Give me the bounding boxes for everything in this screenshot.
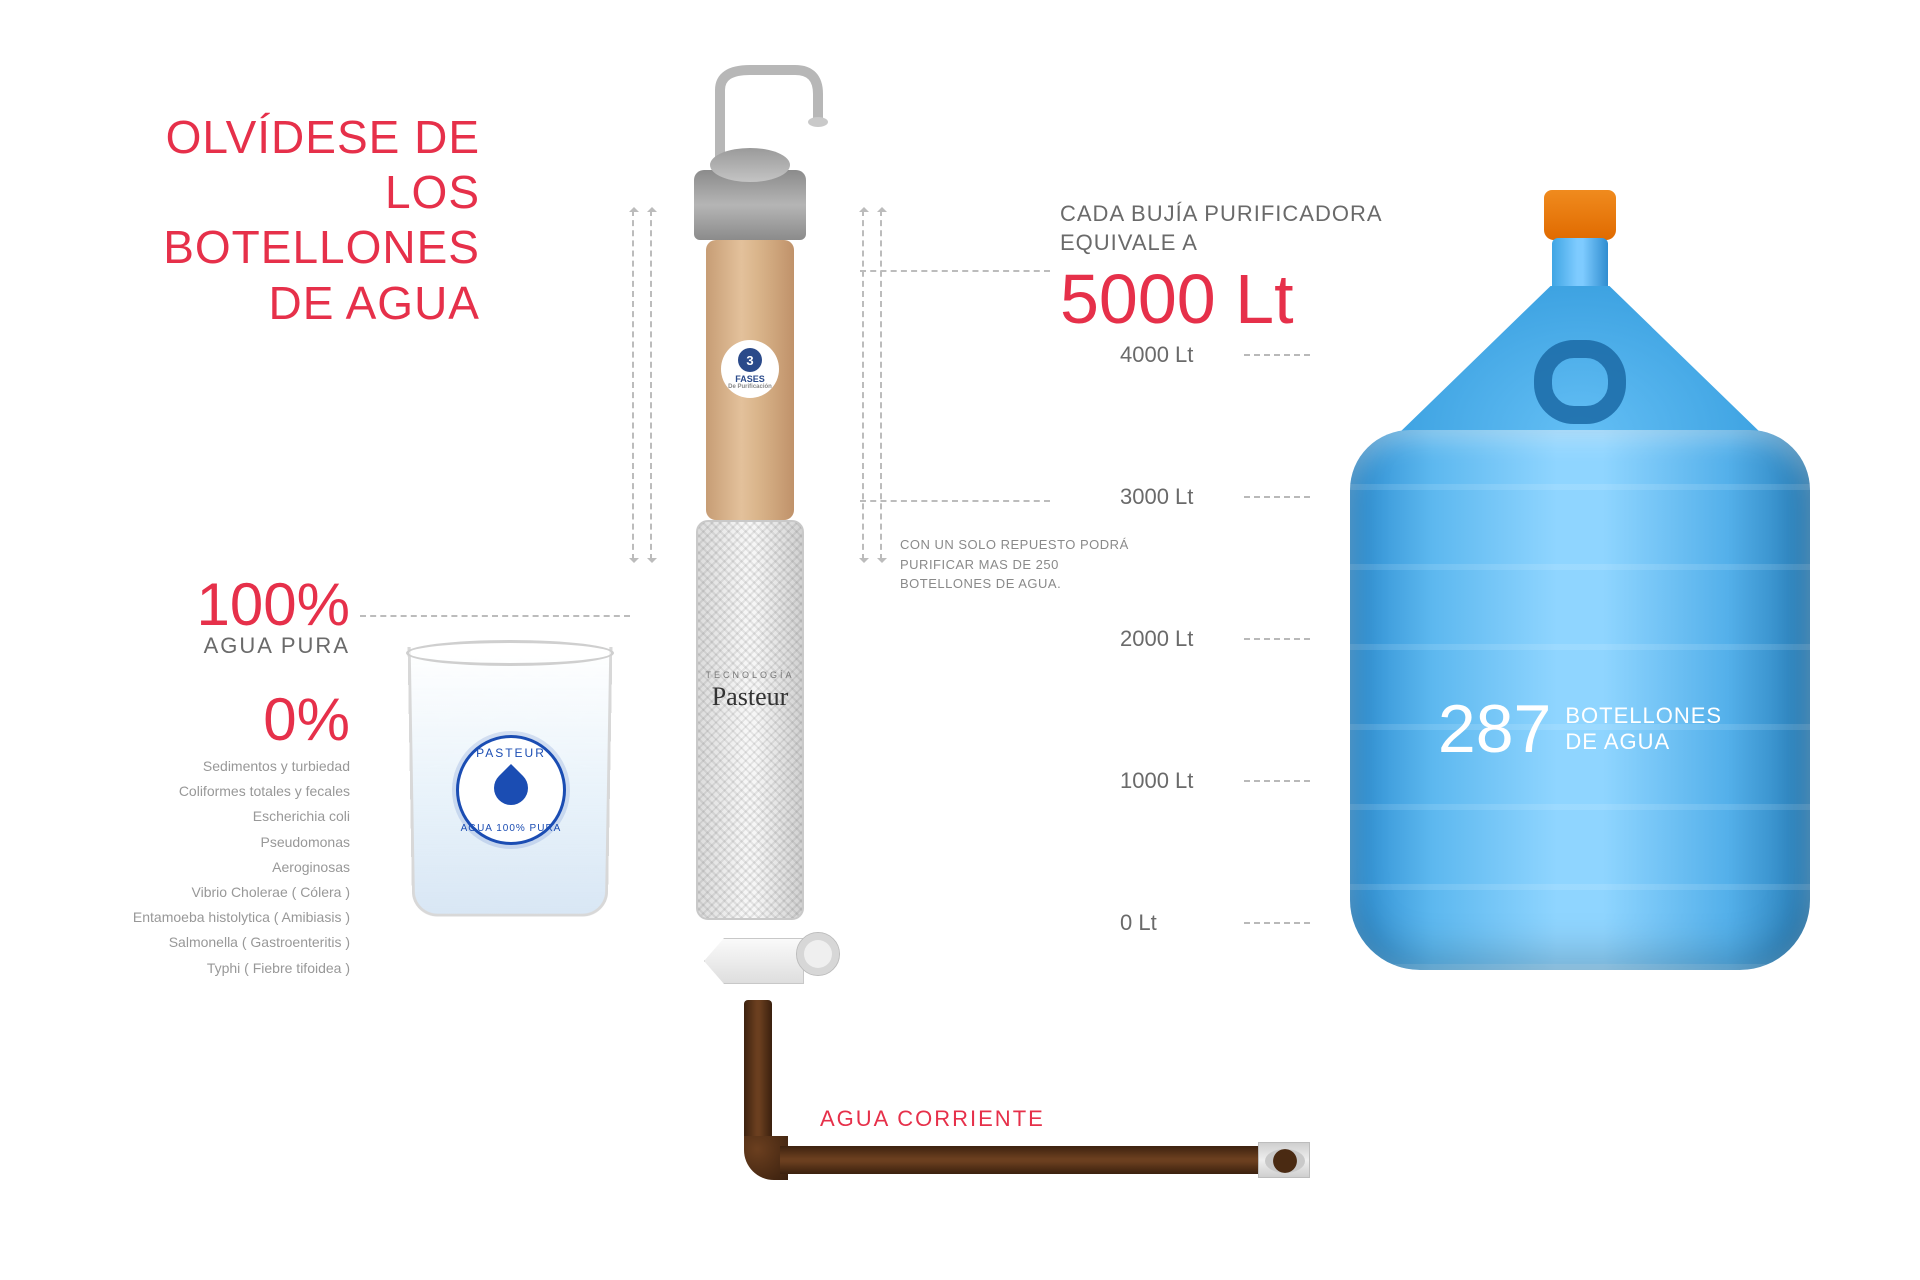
contaminant-item: Salmonella ( Gastroenteritis ): [40, 930, 350, 955]
valve-body: [704, 938, 804, 984]
headline-line-2: LOS BOTELLONES: [100, 165, 480, 275]
purity-stats: 100% AGUA PURA 0% Sedimentos y turbiedad…: [40, 570, 350, 981]
brand-name: Pasteur: [712, 682, 789, 712]
scale-tick-line: [1244, 638, 1310, 640]
water-drop-icon: [487, 764, 535, 812]
scale-tick-line: [1244, 922, 1310, 924]
contaminant-item: Entamoeba histolytica ( Amibiasis ): [40, 905, 350, 930]
scale-tick-label: 0 Lt: [1120, 910, 1230, 936]
badge-top-text: PASTEUR: [476, 746, 546, 760]
headline: OLVÍDESE DE LOS BOTELLONES DE AGUA: [100, 110, 480, 331]
contaminant-list: Sedimentos y turbiedadColiformes totales…: [40, 754, 350, 981]
dashed-scale-right-inner: [862, 210, 864, 560]
scale-tick: 4000 Lt: [1120, 342, 1310, 368]
pipe-vertical: [744, 1000, 772, 1150]
water-glass: PASTEUR AGUA 100% PURA: [400, 640, 620, 940]
scale-tick-line: [1244, 354, 1310, 356]
scale-tick-label: 1000 Lt: [1120, 768, 1230, 794]
steel-housing: TECNOLOGÍA Pasteur: [696, 520, 804, 920]
scale-tick-label: 3000 Lt: [1120, 484, 1230, 510]
glass-rim: [406, 640, 614, 666]
phase-label: FASES: [735, 374, 765, 384]
pure-percent: 100%: [40, 570, 350, 639]
headline-line-1: OLVÍDESE DE: [100, 110, 480, 165]
bottle-handle: [1534, 340, 1626, 424]
bottle-subtitle: BOTELLONES DE AGUA: [1565, 703, 1722, 756]
headline-line-3: DE AGUA: [100, 276, 480, 331]
contaminant-item: Vibrio Cholerae ( Cólera ): [40, 880, 350, 905]
valve: [704, 910, 824, 1010]
pure-label: AGUA PURA: [40, 633, 350, 659]
contaminant-item: Escherichia coli: [40, 804, 350, 829]
dashed-connector-mid-right: [860, 500, 1050, 502]
water-bottle: 287 BOTELLONES DE AGUA: [1320, 190, 1840, 990]
filter-cap: [694, 170, 806, 240]
valve-knob: [796, 932, 840, 976]
litre-scale: 4000 Lt 3000 Lt 2000 Lt 1000 Lt 0 Lt: [1120, 342, 1310, 962]
scale-tick-label: 2000 Lt: [1120, 626, 1230, 652]
phase-sub: De Purificación: [728, 384, 772, 390]
zero-percent: 0%: [40, 685, 350, 754]
bottle-sub-2: DE AGUA: [1565, 729, 1722, 755]
contaminant-item: Coliformes totales y fecales: [40, 779, 350, 804]
scale-tick: 3000 Lt: [1120, 484, 1310, 510]
bottle-count: 287: [1438, 690, 1551, 768]
scale-tick-label: 4000 Lt: [1120, 342, 1230, 368]
scale-tick: 2000 Lt: [1120, 626, 1310, 652]
phase-count: 3: [738, 348, 762, 372]
bottle-cap: [1544, 190, 1616, 240]
tap-water-label: AGUA CORRIENTE: [820, 1106, 1045, 1132]
filter-device: 3 FASES De Purificación TECNOLOGÍA Paste…: [640, 90, 860, 1040]
contaminant-item: Sedimentos y turbiedad: [40, 754, 350, 779]
scale-tick-line: [1244, 496, 1310, 498]
badge-bottom-text: AGUA 100% PURA: [461, 823, 562, 834]
dashed-scale-left-outer: [632, 210, 634, 560]
contaminant-item: Pseudomonas: [40, 830, 350, 855]
ceramic-cartridge: 3 FASES De Purificación: [706, 240, 794, 520]
contaminant-item: Typhi ( Fiebre tifoidea ): [40, 956, 350, 981]
dashed-connector-top-right: [860, 270, 1050, 272]
contaminant-item: Aeroginosas: [40, 855, 350, 880]
scale-tick: 0 Lt: [1120, 910, 1310, 936]
dashed-scale-right-outer: [880, 210, 882, 560]
pasteur-badge: PASTEUR AGUA 100% PURA: [456, 735, 566, 845]
scale-tick-line: [1244, 780, 1310, 782]
bottle-text: 287 BOTELLONES DE AGUA: [1438, 690, 1722, 768]
three-phase-badge: 3 FASES De Purificación: [721, 340, 779, 398]
dashed-connector-left: [360, 615, 630, 617]
refill-note: CON UN SOLO REPUESTO PODRÁ PURIFICAR MAS…: [900, 535, 1140, 594]
scale-tick: 1000 Lt: [1120, 768, 1310, 794]
bottle-sub-1: BOTELLONES: [1565, 703, 1722, 729]
dashed-scale-left-inner: [650, 210, 652, 560]
tech-label: TECNOLOGÍA: [705, 670, 794, 680]
pipe-cross-section: [1258, 1142, 1310, 1178]
pipe-horizontal: [780, 1146, 1260, 1174]
